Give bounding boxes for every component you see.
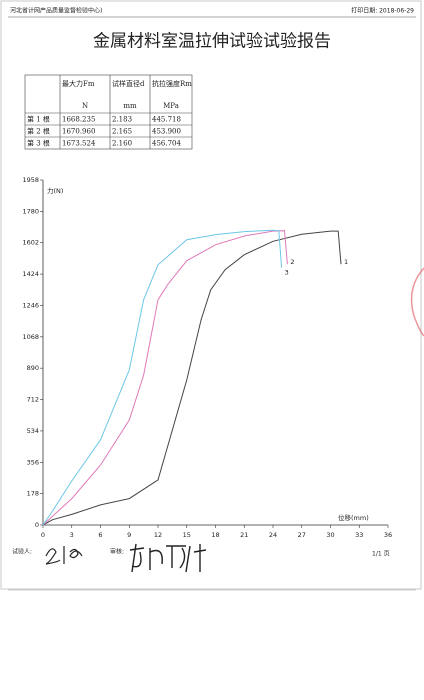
table-cell: 453.900 xyxy=(152,128,181,136)
y-tick-label: 1068 xyxy=(22,333,39,341)
column-header: 试样直径d xyxy=(112,79,145,88)
x-tick-label: 21 xyxy=(240,531,248,539)
y-tick-label: 1602 xyxy=(22,239,39,247)
y-tick-label: 356 xyxy=(27,458,39,466)
row-header: 第 3 根 xyxy=(27,139,50,148)
organization: 河北省计网产品质量监督检验中心) xyxy=(10,7,102,15)
y-tick-label: 1958 xyxy=(22,176,39,184)
x-tick-label: 3 xyxy=(70,531,74,539)
page-number: 1/1 页 xyxy=(372,551,390,558)
print-date: 打印日期: 2018-06-29 xyxy=(351,7,414,15)
y-tick-label: 712 xyxy=(27,396,39,404)
title: 金属材料室温拉伸试验试验报告 xyxy=(93,32,331,52)
column-unit: mm xyxy=(123,102,137,110)
table-cell: 1673.524 xyxy=(62,140,96,148)
table-cell: 1670.960 xyxy=(62,128,95,136)
column-header: 最大力Fm xyxy=(62,79,95,88)
table-cell: 1668.235 xyxy=(62,116,95,124)
y-tick-label: 1424 xyxy=(22,270,39,278)
y-axis-label: 力(N) xyxy=(47,186,63,195)
y-tick-label: 178 xyxy=(27,490,39,498)
table-cell: 2.165 xyxy=(112,128,132,136)
table-cell: 2.183 xyxy=(112,116,132,124)
series-label: 1 xyxy=(344,258,348,266)
x-tick-label: 15 xyxy=(183,531,191,539)
table-cell: 2.160 xyxy=(112,140,132,148)
x-tick-label: 9 xyxy=(127,531,131,539)
x-tick-label: 6 xyxy=(98,531,102,539)
x-tick-label: 18 xyxy=(211,531,219,539)
y-tick-label: 1246 xyxy=(22,301,39,309)
x-tick-label: 30 xyxy=(326,531,334,539)
tester-signature xyxy=(45,546,83,565)
series-label: 3 xyxy=(285,269,289,277)
tester-label: 试验人: xyxy=(12,548,32,556)
reviewer-label: 审核: xyxy=(110,548,124,556)
table-border xyxy=(24,74,193,150)
column-unit: MPa xyxy=(163,102,179,110)
x-tick-label: 33 xyxy=(355,531,363,539)
x-tick-label: 12 xyxy=(154,531,162,539)
series-label: 2 xyxy=(290,258,294,266)
x-axis-label: 位移(mm) xyxy=(338,513,369,522)
y-tick-label: 1780 xyxy=(22,207,39,215)
series-line xyxy=(42,229,283,526)
column-header: 抗拉强度Rm xyxy=(152,79,192,88)
y-tick-label: 890 xyxy=(27,364,39,372)
x-tick-label: 24 xyxy=(269,531,277,539)
page-border xyxy=(0,0,422,590)
x-tick-label: 36 xyxy=(384,531,392,539)
y-tick-label: 534 xyxy=(27,427,39,435)
reviewer-signature xyxy=(129,543,207,573)
row-header: 第 1 根 xyxy=(27,115,50,124)
series-line xyxy=(42,230,288,526)
stamp xyxy=(410,267,424,337)
row-header: 第 2 根 xyxy=(27,127,50,136)
x-tick-label: 0 xyxy=(41,531,45,539)
x-tick-label: 27 xyxy=(298,531,306,539)
column-unit: N xyxy=(82,102,88,110)
y-tick-label: 0 xyxy=(35,521,39,529)
table-cell: 445.718 xyxy=(152,116,181,124)
series-line xyxy=(42,230,342,526)
table-cell: 456.704 xyxy=(152,140,181,148)
